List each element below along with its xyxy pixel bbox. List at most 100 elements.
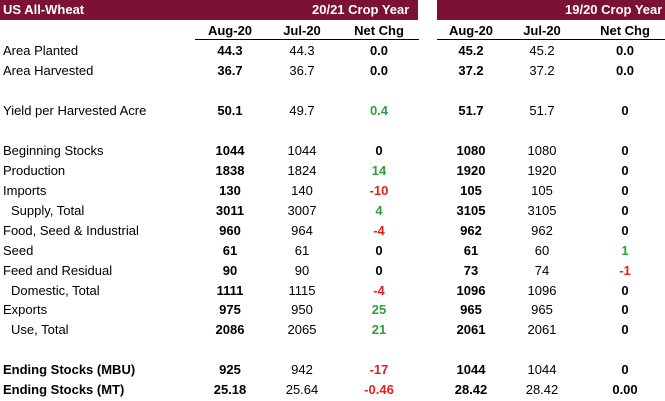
column-header-underline-current [195, 39, 419, 40]
cell-net-chg-prior: 0 [621, 163, 629, 178]
cell-net-chg-current: 0.0 [369, 43, 389, 58]
cell-aug-20-prior: 61 [463, 243, 479, 258]
cell-net-chg-prior: 0 [621, 283, 629, 298]
table-row-ending-stocks-mbu: Ending Stocks (MBU) 925 942 -17 1044 1044 0 [0, 360, 665, 379]
cell-aug-20-prior: 51.7 [458, 103, 484, 118]
cell-aug-20-current: 130 [219, 183, 241, 198]
cell-aug-20-current: 50.1 [217, 103, 243, 118]
cell-net-chg-prior: 0.0 [615, 63, 635, 78]
cell-aug-20-prior: 37.2 [458, 63, 484, 78]
cell-jul-20-current: 25.64 [285, 382, 319, 397]
crop-year-1920-label: 19/20 Crop Year [565, 2, 663, 17]
cell-aug-20-current: 2086 [215, 322, 245, 337]
cell-net-chg-prior: 1 [621, 243, 629, 258]
cell-jul-20-prior: 37.2 [529, 63, 555, 78]
cell-aug-20-current: 61 [222, 243, 238, 258]
row-label: Area Planted [3, 43, 79, 58]
table-row-area-harvested: Area Harvested 36.7 36.7 0.0 37.2 37.2 0.0 [0, 61, 665, 80]
cell-net-chg-current: 0 [375, 243, 383, 258]
cell-aug-20-prior: 3105 [456, 203, 486, 218]
row-label: Imports [3, 183, 47, 198]
row-label: Ending Stocks (MBU) [3, 362, 136, 377]
table-row-area-planted: Area Planted 44.3 44.3 0.0 45.2 45.2 0.0 [0, 41, 665, 60]
row-label: Food, Seed & Industrial [3, 223, 139, 238]
cell-jul-20-prior: 962 [531, 223, 553, 238]
cell-net-chg-current: 4 [375, 203, 383, 218]
cell-jul-20-current: 1115 [288, 283, 316, 298]
table-title: US All-Wheat [3, 2, 85, 17]
cell-aug-20-prior: 1096 [456, 283, 486, 298]
cell-aug-20-prior: 73 [463, 263, 479, 278]
cell-net-chg-current: 0.4 [369, 103, 389, 118]
row-label: Production [3, 163, 66, 178]
row-label: Use, Total [11, 322, 69, 337]
column-header-aug-20-current: Aug-20 [207, 23, 253, 38]
table-row-yield-per-harvested-acre: Yield per Harvested Acre 50.1 49.7 0.4 51.7 5… [0, 101, 665, 120]
cell-jul-20-current: 964 [291, 223, 313, 238]
cell-jul-20-current: 3007 [287, 203, 317, 218]
cell-net-chg-prior: 0 [621, 203, 629, 218]
table-row-exports: Exports 975 950 25 965 965 0 [0, 300, 665, 319]
cell-jul-20-current: 90 [294, 263, 310, 278]
table-row-supply-total: Supply, Total 3011 3007 4 3105 3105 0 [0, 201, 665, 220]
cell-jul-20-current: 950 [291, 302, 313, 317]
column-header-net-chg-prior: Net Chg [600, 23, 650, 38]
cell-net-chg-prior: 0.0 [615, 43, 635, 58]
cell-aug-20-prior: 105 [460, 183, 482, 198]
table-row-production: Production 1838 1824 14 1920 1920 0 [0, 161, 665, 180]
row-label: Exports [3, 302, 48, 317]
row-label: Beginning Stocks [3, 143, 104, 158]
cell-jul-20-prior: 1920 [527, 163, 557, 178]
cell-jul-20-current: 49.7 [289, 103, 315, 118]
cell-jul-20-prior: 965 [531, 302, 553, 317]
cell-aug-20-current: 36.7 [217, 63, 243, 78]
cell-net-chg-prior: 0 [621, 223, 629, 238]
cell-aug-20-current: 1044 [215, 143, 245, 158]
cell-jul-20-current: 2065 [287, 322, 317, 337]
cell-aug-20-current: 975 [219, 302, 241, 317]
cell-aug-20-current: 3011 [215, 203, 245, 218]
cell-aug-20-prior: 1080 [456, 143, 486, 158]
row-label: Domestic, Total [11, 283, 100, 298]
cell-net-chg-current: -17 [369, 362, 389, 377]
cell-jul-20-prior: 45.2 [529, 43, 555, 58]
table-row-feed-and-residual: Feed and Residual 90 90 0 73 74 -1 [0, 261, 665, 280]
cell-aug-20-current: 25.18 [213, 382, 247, 397]
cell-aug-20-current: 90 [222, 263, 238, 278]
table-row-imports: Imports 130 140 -10 105 105 0 [0, 181, 665, 200]
cell-jul-20-prior: 2061 [527, 322, 557, 337]
cell-net-chg-prior: 0 [621, 183, 629, 198]
cell-net-chg-current: 21 [371, 322, 387, 337]
cell-net-chg-prior: 0 [621, 322, 629, 337]
cell-jul-20-current: 942 [291, 362, 313, 377]
column-header-aug-20-prior: Aug-20 [448, 23, 494, 38]
cell-net-chg-prior: 0 [621, 302, 629, 317]
cell-jul-20-prior: 60 [534, 243, 550, 258]
cell-aug-20-current: 960 [219, 223, 241, 238]
cell-jul-20-prior: 3105 [527, 203, 557, 218]
table-header-bar: US All-Wheat 20/21 Crop Year 19/20 Crop … [0, 0, 665, 20]
cell-net-chg-current: -10 [369, 183, 389, 198]
header-right-segment: 19/20 Crop Year [437, 0, 665, 20]
cell-aug-20-prior: 28.42 [454, 382, 488, 397]
cell-jul-20-current: 1044 [287, 143, 317, 158]
cell-net-chg-current: -4 [373, 223, 385, 238]
cell-jul-20-current: 1824 [287, 163, 317, 178]
cell-jul-20-prior: 28.42 [525, 382, 559, 397]
column-header-underline-prior [437, 39, 665, 40]
cell-net-chg-current: 25 [371, 302, 387, 317]
table-row-seed: Seed 61 61 0 61 60 1 [0, 241, 665, 260]
cell-jul-20-prior: 74 [534, 263, 550, 278]
crop-year-2021-label: 20/21 Crop Year [312, 2, 410, 17]
cell-net-chg-current: 14 [371, 163, 387, 178]
table-row-beginning-stocks: Beginning Stocks 1044 1044 0 1080 1080 0 [0, 141, 665, 160]
header-left-segment: US All-Wheat 20/21 Crop Year [0, 0, 418, 20]
cell-aug-20-prior: 1044 [456, 362, 486, 377]
row-label: Ending Stocks (MT) [3, 382, 125, 397]
table-row-ending-stocks-mt: Ending Stocks (MT) 25.18 25.64 -0.46 28.42 28… [0, 380, 665, 399]
row-label: Supply, Total [11, 203, 85, 218]
cell-aug-20-current: 1111 [216, 283, 244, 298]
table-row-food-seed-industrial: Food, Seed & Industrial 960 964 -4 962 962 0 [0, 221, 665, 240]
cell-net-chg-prior: 0 [621, 143, 629, 158]
cell-jul-20-current: 140 [291, 183, 313, 198]
